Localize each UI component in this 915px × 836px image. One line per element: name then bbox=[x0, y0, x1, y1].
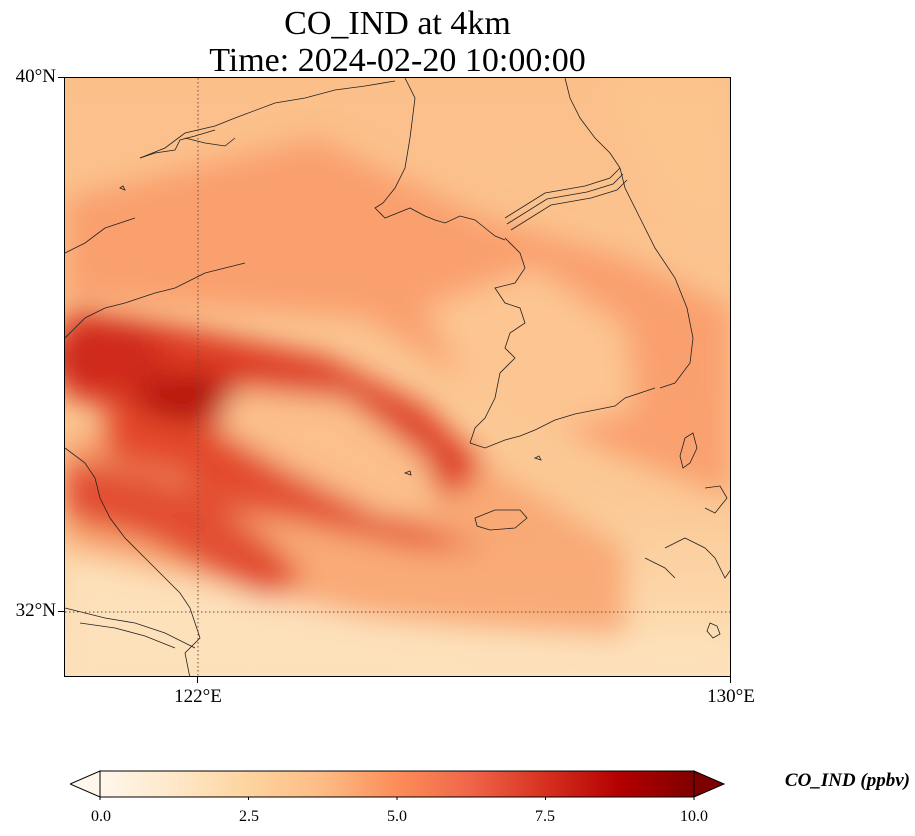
lat-tick-32n bbox=[58, 611, 64, 612]
colorbar-min-extend bbox=[70, 770, 101, 798]
cb-tick-label-4: 10.0 bbox=[680, 808, 708, 825]
lat-label-32n: 32°N bbox=[15, 600, 56, 621]
gridlines bbox=[65, 78, 730, 676]
cb-tick-label-0: 0.0 bbox=[91, 808, 111, 825]
map-subtitle-time: Time: 2024-02-20 10:00:00 bbox=[209, 42, 586, 79]
colorbar-gradient bbox=[100, 771, 694, 797]
lon-label-122e: 122°E bbox=[174, 686, 222, 707]
co-concentration-map bbox=[65, 78, 730, 676]
lon-tick-122e bbox=[197, 677, 198, 683]
coastlines bbox=[65, 78, 730, 676]
map-title: CO_IND at 4km bbox=[284, 5, 511, 42]
lat-label-40n: 40°N bbox=[15, 66, 56, 87]
map-panel bbox=[64, 77, 731, 677]
lat-tick-40n bbox=[58, 77, 64, 78]
colorbar bbox=[70, 770, 726, 800]
lon-label-130e: 130°E bbox=[707, 686, 755, 707]
lon-tick-130e bbox=[730, 677, 731, 683]
colorbar-max-extend bbox=[693, 770, 726, 798]
concentration-field bbox=[65, 78, 730, 676]
cb-tick-label-2: 5.0 bbox=[387, 808, 407, 825]
cb-tick-label-1: 2.5 bbox=[239, 808, 259, 825]
colorbar-label: CO_IND (ppbv) bbox=[784, 770, 910, 791]
cb-tick-label-3: 7.5 bbox=[535, 808, 555, 825]
